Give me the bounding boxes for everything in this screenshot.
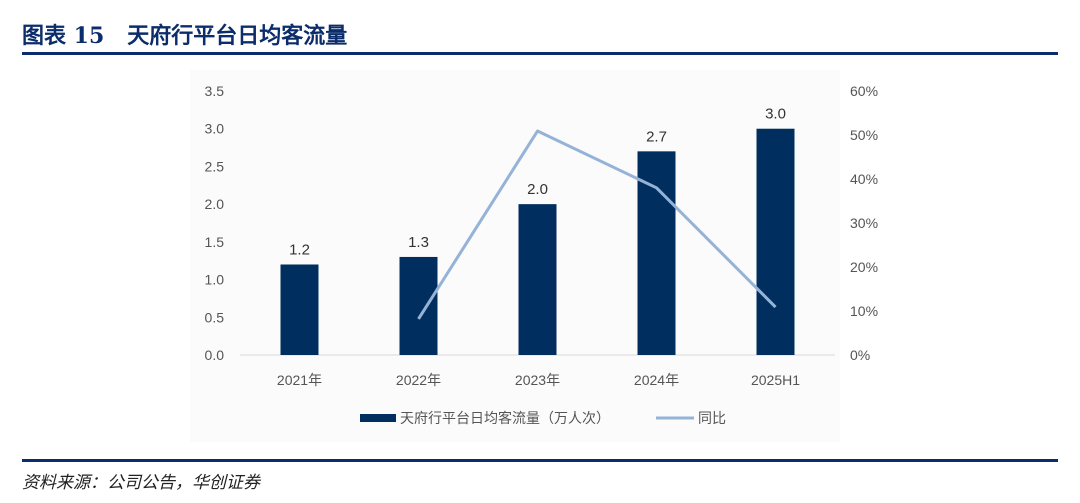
right-axis-tick: 60% [850, 83, 878, 99]
bar-2022年 [399, 256, 438, 355]
left-axis-tick: 2.5 [205, 158, 225, 174]
x-axis-tick: 2024年 [634, 372, 679, 388]
legend-line-label: 同比 [698, 411, 726, 427]
right-axis-tick: 30% [850, 215, 878, 231]
bar-data-label: 2.7 [646, 128, 667, 145]
bar-2021年 [280, 264, 319, 355]
header-rule [22, 52, 1058, 55]
bar-data-label: 1.3 [408, 234, 429, 251]
left-axis-tick: 0.5 [205, 309, 225, 325]
yoy-line [417, 129, 777, 320]
legend-bar-label: 天府行平台日均客流量（万人次） [400, 410, 610, 427]
chart-background [190, 70, 840, 442]
legend-bar-swatch [360, 414, 396, 422]
left-axis-tick: 2.0 [205, 196, 225, 212]
right-axis-tick: 0% [850, 347, 870, 363]
right-axis-tick: 50% [850, 127, 878, 143]
bar-2025H1 [756, 128, 795, 355]
left-axis-tick: 0.0 [205, 347, 225, 363]
footer-rule [22, 459, 1058, 462]
x-axis-tick: 2022年 [396, 372, 441, 388]
left-axis-tick: 3.0 [205, 121, 225, 137]
bar-2024年 [637, 151, 676, 355]
left-axis-tick: 1.0 [205, 272, 225, 288]
left-axis-tick: 3.5 [205, 83, 225, 99]
right-axis-tick: 10% [850, 303, 878, 319]
x-axis-tick: 2023年 [515, 372, 560, 388]
left-axis-tick: 1.5 [205, 234, 225, 250]
x-axis-tick: 2025H1 [751, 372, 800, 388]
figure-title: 图表 15 天府行平台日均客流量 [22, 23, 348, 49]
source-note: 资料来源：公司公告，华创证券 [22, 473, 260, 493]
bar-data-label: 2.0 [527, 181, 548, 198]
bar-data-label: 3.0 [765, 106, 786, 123]
bar-2023年 [518, 204, 557, 355]
bar-data-label: 1.2 [289, 241, 310, 258]
right-axis-tick: 20% [850, 259, 878, 275]
x-axis-tick: 2021年 [277, 372, 322, 388]
right-axis-tick: 40% [850, 171, 878, 187]
